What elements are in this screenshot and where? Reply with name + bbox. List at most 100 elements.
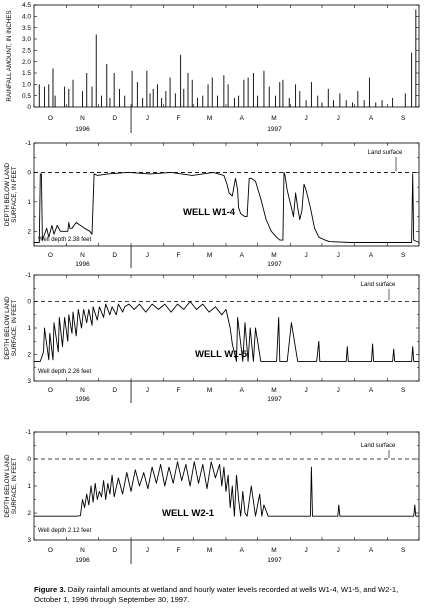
panel-4-year-label: 1996 <box>75 557 90 564</box>
panel-3-month-label: M <box>207 387 212 394</box>
panel-4-month-label: A <box>369 547 374 554</box>
panel-4-month-label: J <box>146 547 149 554</box>
panel-4-ytick-label: 1 <box>27 483 31 490</box>
panel-2-ylabel: DEPTH BELOW LANDSURFACE, IN FEET <box>4 162 18 226</box>
panel-1-month-label: J <box>337 115 340 122</box>
panel-3-year-label: 1997 <box>267 396 282 403</box>
panel-4-water-level-line <box>34 461 419 517</box>
panel-1-ytick-label: 3.5 <box>22 25 31 32</box>
panel-3-month-label: M <box>271 387 276 394</box>
panel-3-ytick-label: 2 <box>27 352 31 359</box>
panel-1-month-label: S <box>401 115 406 122</box>
panel-2-year-label: 1997 <box>267 261 282 268</box>
panel-4-month-label: N <box>80 547 85 554</box>
panel-2-ytick-label: 1 <box>27 199 31 206</box>
panel-3-month-label: S <box>401 387 406 394</box>
panel-4-month-label: F <box>177 547 181 554</box>
panel-2-month-label: F <box>177 252 181 259</box>
panel-4-ytick-label: 2 <box>27 510 31 517</box>
caption-text: Daily rainfall amounts at wetland and ho… <box>34 585 399 604</box>
panel-4-ylabel: DEPTH BELOW LANDSURFACE, IN FEET <box>4 454 18 518</box>
panel-2-year-label: 1996 <box>75 261 90 268</box>
panel-4-well-depth-note: Well depth 2.12 feet <box>38 528 92 534</box>
panel-2-well-depth-note: Well depth 2.38 feet <box>38 237 92 243</box>
panel-3-year-label: 1996 <box>75 396 90 403</box>
panel-2-land-surface-label: Land surface <box>368 150 403 156</box>
panel-2-month-label: J <box>146 252 149 259</box>
panel-1-ytick-label: 1.5 <box>22 70 31 77</box>
panel-3-month-label: A <box>240 387 245 394</box>
panel-2-ytick-label: 0 <box>27 170 31 177</box>
panel-2-month-label: S <box>401 252 406 259</box>
panel-4-month-label: M <box>271 547 276 554</box>
panel-3-ytick-label: -1 <box>25 272 31 279</box>
panel-3-well-name: WELL W1-5 <box>195 349 248 360</box>
panel-2-month-label: J <box>337 252 340 259</box>
panel-2-water-level-line <box>34 171 420 243</box>
panel-1-month-label: D <box>112 115 117 122</box>
panel-1-month-label: M <box>271 115 276 122</box>
panel-4-month-label: J <box>305 547 308 554</box>
panel-4-ytick-label: 3 <box>27 537 31 544</box>
panel-3-month-label: N <box>80 387 85 394</box>
panel-2-month-label: M <box>207 252 212 259</box>
caption-label: Figure 3. <box>34 585 66 594</box>
panel-1-ytick-label: 1.0 <box>22 82 31 89</box>
panel-1-ytick-label: 0.5 <box>22 93 31 100</box>
panel-2-month-label: A <box>369 252 374 259</box>
panel-3-well-depth-note: Well depth 2.26 feet <box>38 369 92 375</box>
panel-3-ylabel: DEPTH BELOW LANDSURFACE, IN FEET <box>4 296 18 360</box>
panel-1-year-label: 1996 <box>75 126 90 133</box>
panel-3-frame <box>33 274 420 382</box>
panel-2-month-label: A <box>240 252 245 259</box>
panel-3-month-label: F <box>177 387 181 394</box>
panel-3-water-level-line <box>34 301 419 362</box>
panel-3-ytick-label: 3 <box>27 378 31 385</box>
panel-1-month-label: O <box>48 115 53 122</box>
panel-2-month-label: O <box>48 252 53 259</box>
panel-1-ytick-label: 3.0 <box>22 36 31 43</box>
panel-1-frame <box>33 4 420 108</box>
panel-1-ytick-label: 0 <box>27 104 31 111</box>
panel-4-land-surface-label: Land surface <box>361 443 396 449</box>
panel-1-month-label: J <box>305 115 308 122</box>
figure-caption: Figure 3. Daily rainfall amounts at wetl… <box>34 585 414 605</box>
panel-2-month-label: N <box>80 252 85 259</box>
panel-3-month-label: A <box>369 387 374 394</box>
panel-3-ytick-label: 0 <box>27 299 31 306</box>
panel-1-year-label: 1997 <box>267 126 282 133</box>
panel-3-month-label: J <box>146 387 149 394</box>
panel-1-month-label: M <box>207 115 212 122</box>
panel-3-month-label: O <box>48 387 53 394</box>
panel-1-ylabel: RAINFALL AMOUNT, IN INCHES <box>6 10 13 101</box>
panel-2-month-label: D <box>112 252 117 259</box>
panel-3-ytick-label: 1 <box>27 325 31 332</box>
panel-2-month-label: M <box>271 252 276 259</box>
panel-4-year-label: 1997 <box>267 557 282 564</box>
panel-1-ytick-label: 2.0 <box>22 59 31 66</box>
panel-4-well-name: WELL W2-1 <box>162 508 215 519</box>
panel-2-frame <box>33 142 420 247</box>
panel-1-month-label: A <box>240 115 245 122</box>
panel-3-land-surface-label: Land surface <box>361 282 396 288</box>
panel-4-month-label: S <box>401 547 406 554</box>
panel-3-month-label: D <box>112 387 117 394</box>
panel-4-month-label: D <box>112 547 117 554</box>
panel-4-month-label: A <box>240 547 245 554</box>
panel-1-month-label: N <box>80 115 85 122</box>
panel-3-month-label: J <box>305 387 308 394</box>
panel-2-ytick-label: 2 <box>27 228 31 235</box>
panel-1-ytick-label: 2.5 <box>22 48 31 55</box>
panel-4-ytick-label: 0 <box>27 456 31 463</box>
panel-4-month-label: J <box>337 547 340 554</box>
panel-1-month-label: F <box>177 115 181 122</box>
panel-1-ytick-label: 4.5 <box>22 2 31 9</box>
panel-4-month-label: M <box>207 547 212 554</box>
panel-4-ytick-label: -1 <box>25 429 31 436</box>
panel-1-month-label: A <box>369 115 374 122</box>
panel-3-month-label: J <box>337 387 340 394</box>
panel-1-ytick-label: 4.0 <box>22 14 31 21</box>
panel-1-month-label: J <box>146 115 149 122</box>
panel-2-month-label: J <box>305 252 308 259</box>
